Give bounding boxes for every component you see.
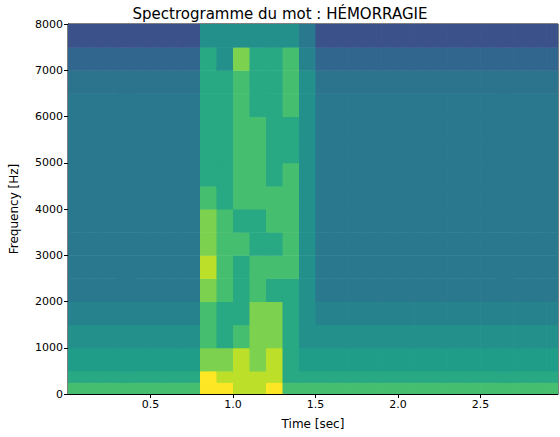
svg-text:0: 0 [56,388,63,401]
svg-text:1000: 1000 [35,341,63,354]
svg-text:Time [sec]: Time [sec] [281,417,345,431]
svg-text:Spectrogramme du mot : HÉMORRA: Spectrogramme du mot : HÉMORRAGIE [133,4,428,23]
svg-text:2.5: 2.5 [472,398,490,411]
svg-text:8000: 8000 [35,18,63,31]
svg-text:2000: 2000 [35,295,63,308]
svg-text:7000: 7000 [35,64,63,77]
svg-text:3000: 3000 [35,249,63,262]
svg-text:1.0: 1.0 [224,398,242,411]
svg-text:Frequency [Hz]: Frequency [Hz] [7,164,21,255]
svg-text:1.5: 1.5 [307,398,325,411]
svg-text:5000: 5000 [35,156,63,169]
svg-text:0.5: 0.5 [142,398,160,411]
svg-text:6000: 6000 [35,110,63,123]
svg-text:4000: 4000 [35,203,63,216]
svg-text:2.0: 2.0 [389,398,407,411]
